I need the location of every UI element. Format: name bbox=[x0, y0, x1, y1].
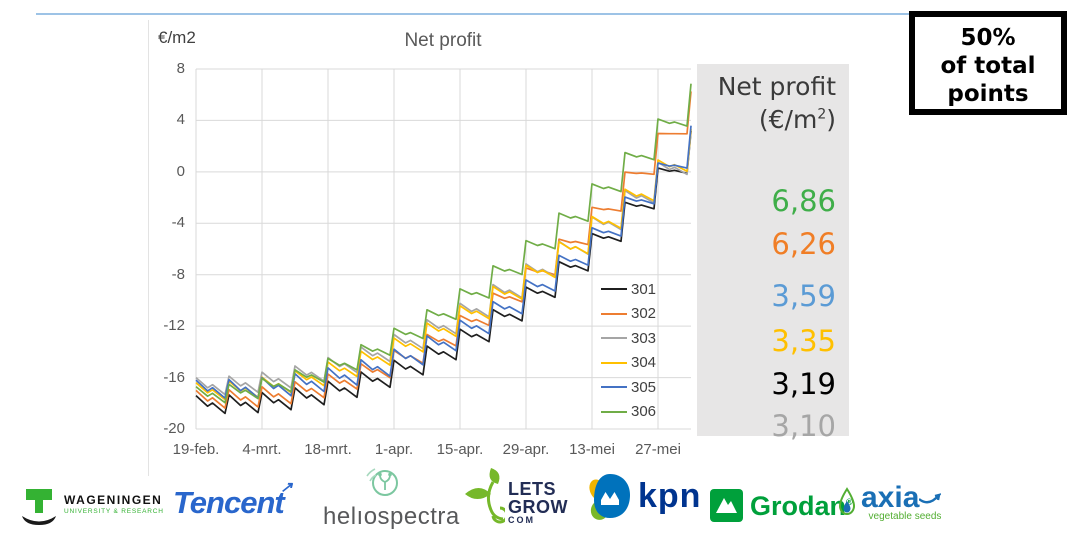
axia-subtitle: vegetable seeds bbox=[868, 511, 942, 522]
x-tick-label: 29-apr. bbox=[502, 441, 550, 458]
legend-label: 301 bbox=[631, 280, 657, 298]
kpn-crown-icon bbox=[589, 474, 630, 520]
chart-title: Net profit bbox=[404, 30, 482, 51]
axia-logo: axia vegetable seeds bbox=[838, 481, 942, 522]
series-line-301 bbox=[195, 130, 692, 415]
panel-header-line1: Net profit bbox=[717, 72, 836, 101]
y-tick-label: -16 bbox=[163, 368, 185, 386]
registered-mark: ® bbox=[846, 497, 853, 507]
y-tick-label: -20 bbox=[163, 420, 185, 437]
net-profit-value: 6,26 bbox=[771, 227, 836, 261]
legend-swatch bbox=[601, 410, 627, 413]
x-tick-label: 4-mrt. bbox=[242, 441, 282, 458]
legend-label: 305 bbox=[631, 378, 657, 396]
net-profit-value: 3,10 bbox=[771, 409, 836, 443]
panel-header: Net profit (€/m2) bbox=[718, 72, 836, 134]
y-tick-label: -4 bbox=[171, 214, 185, 232]
legend-item-303: 303 bbox=[601, 326, 656, 351]
legend-label: 304 bbox=[631, 354, 657, 372]
legend-swatch bbox=[601, 312, 627, 315]
legend-label: 303 bbox=[631, 329, 657, 347]
letsgrow-logo: LETS GROW COM bbox=[463, 464, 568, 528]
grodan-logo: Grodan® bbox=[710, 489, 853, 522]
legend-swatch bbox=[601, 386, 627, 389]
tencent-logo: Tencent ↗ bbox=[173, 479, 293, 521]
legend-item-306: 306 bbox=[601, 400, 656, 425]
wageningen-logo-icon bbox=[20, 487, 58, 532]
kpn-wordmark: kpn bbox=[638, 477, 702, 515]
legend-swatch bbox=[601, 337, 627, 340]
panel-header-line2: (€/m2) bbox=[758, 105, 836, 135]
x-tick-label: 15-apr. bbox=[436, 441, 484, 458]
chart-object-left-border bbox=[148, 20, 149, 476]
points-badge: 50% of total points bbox=[909, 11, 1067, 115]
x-tick-label: 19-feb. bbox=[172, 441, 220, 458]
legend-swatch bbox=[601, 288, 627, 291]
axia-wordmark: axia bbox=[861, 481, 920, 514]
y-tick-label: 4 bbox=[176, 111, 185, 129]
grodan-wordmark: Grodan® bbox=[750, 491, 853, 521]
axia-droplet-icon bbox=[838, 487, 856, 515]
chart-legend: 301 302 303 304 305 306 bbox=[601, 277, 656, 424]
axia-swash-icon bbox=[919, 493, 942, 504]
y-tick-label: 8 bbox=[176, 60, 185, 77]
net-profit-value: 3,35 bbox=[771, 324, 836, 358]
series-line-306 bbox=[195, 83, 692, 404]
grodan-mountain-icon bbox=[710, 489, 743, 522]
series-line-302 bbox=[195, 91, 692, 409]
wageningen-name: WAGENINGEN bbox=[64, 493, 163, 507]
net-profit-value: 3,59 bbox=[771, 279, 836, 313]
legend-item-301: 301 bbox=[601, 277, 656, 302]
badge-line1: 50% bbox=[960, 25, 1016, 51]
wageningen-logo: WAGENINGEN UNIVERSITY & RESEARCH bbox=[20, 487, 164, 532]
legend-label: 306 bbox=[631, 403, 657, 421]
net-profit-values-panel: Net profit (€/m2) 6,86 6,26 3,59 3,35 3,… bbox=[697, 64, 849, 443]
series-line-305 bbox=[195, 125, 692, 399]
kpn-logo: kpn bbox=[586, 472, 701, 524]
legend-swatch bbox=[601, 361, 627, 364]
letsgrow-line3: COM bbox=[508, 515, 535, 525]
net-profit-value: 6,86 bbox=[771, 184, 836, 218]
heliospectra-wordmark: helıospectra bbox=[323, 503, 460, 530]
x-tick-label: 18-mrt. bbox=[304, 441, 352, 458]
y-tick-label: 0 bbox=[176, 162, 185, 180]
x-tick-label: 27-mei bbox=[635, 441, 681, 458]
heliospectra-icon bbox=[366, 468, 398, 496]
x-tick-label: 1-apr. bbox=[374, 441, 414, 458]
badge-line2: of total bbox=[940, 53, 1036, 79]
net-profit-value: 3,19 bbox=[771, 367, 836, 401]
tencent-wordmark: Tencent ↗ bbox=[173, 479, 293, 520]
legend-item-305: 305 bbox=[601, 375, 656, 400]
badge-line3: points bbox=[947, 81, 1029, 107]
legend-item-302: 302 bbox=[601, 302, 656, 327]
heliospectra-logo: helıospectra bbox=[323, 466, 460, 531]
letsgrow-sprout-icon bbox=[465, 468, 505, 524]
top-divider-line bbox=[36, 13, 926, 15]
letsgrow-line1: LETS bbox=[508, 479, 557, 499]
y-tick-label: -12 bbox=[163, 317, 185, 335]
wageningen-subtitle: UNIVERSITY & RESEARCH bbox=[64, 508, 164, 515]
letsgrow-line2: GROW bbox=[508, 497, 568, 517]
tencent-arrow-icon: ↗ bbox=[280, 479, 293, 496]
y-axis-unit-label: €/m2 bbox=[158, 28, 196, 47]
legend-item-304: 304 bbox=[601, 351, 656, 376]
y-tick-label: -8 bbox=[171, 265, 185, 283]
x-tick-label: 13-mei bbox=[569, 441, 615, 458]
legend-label: 302 bbox=[631, 305, 657, 323]
